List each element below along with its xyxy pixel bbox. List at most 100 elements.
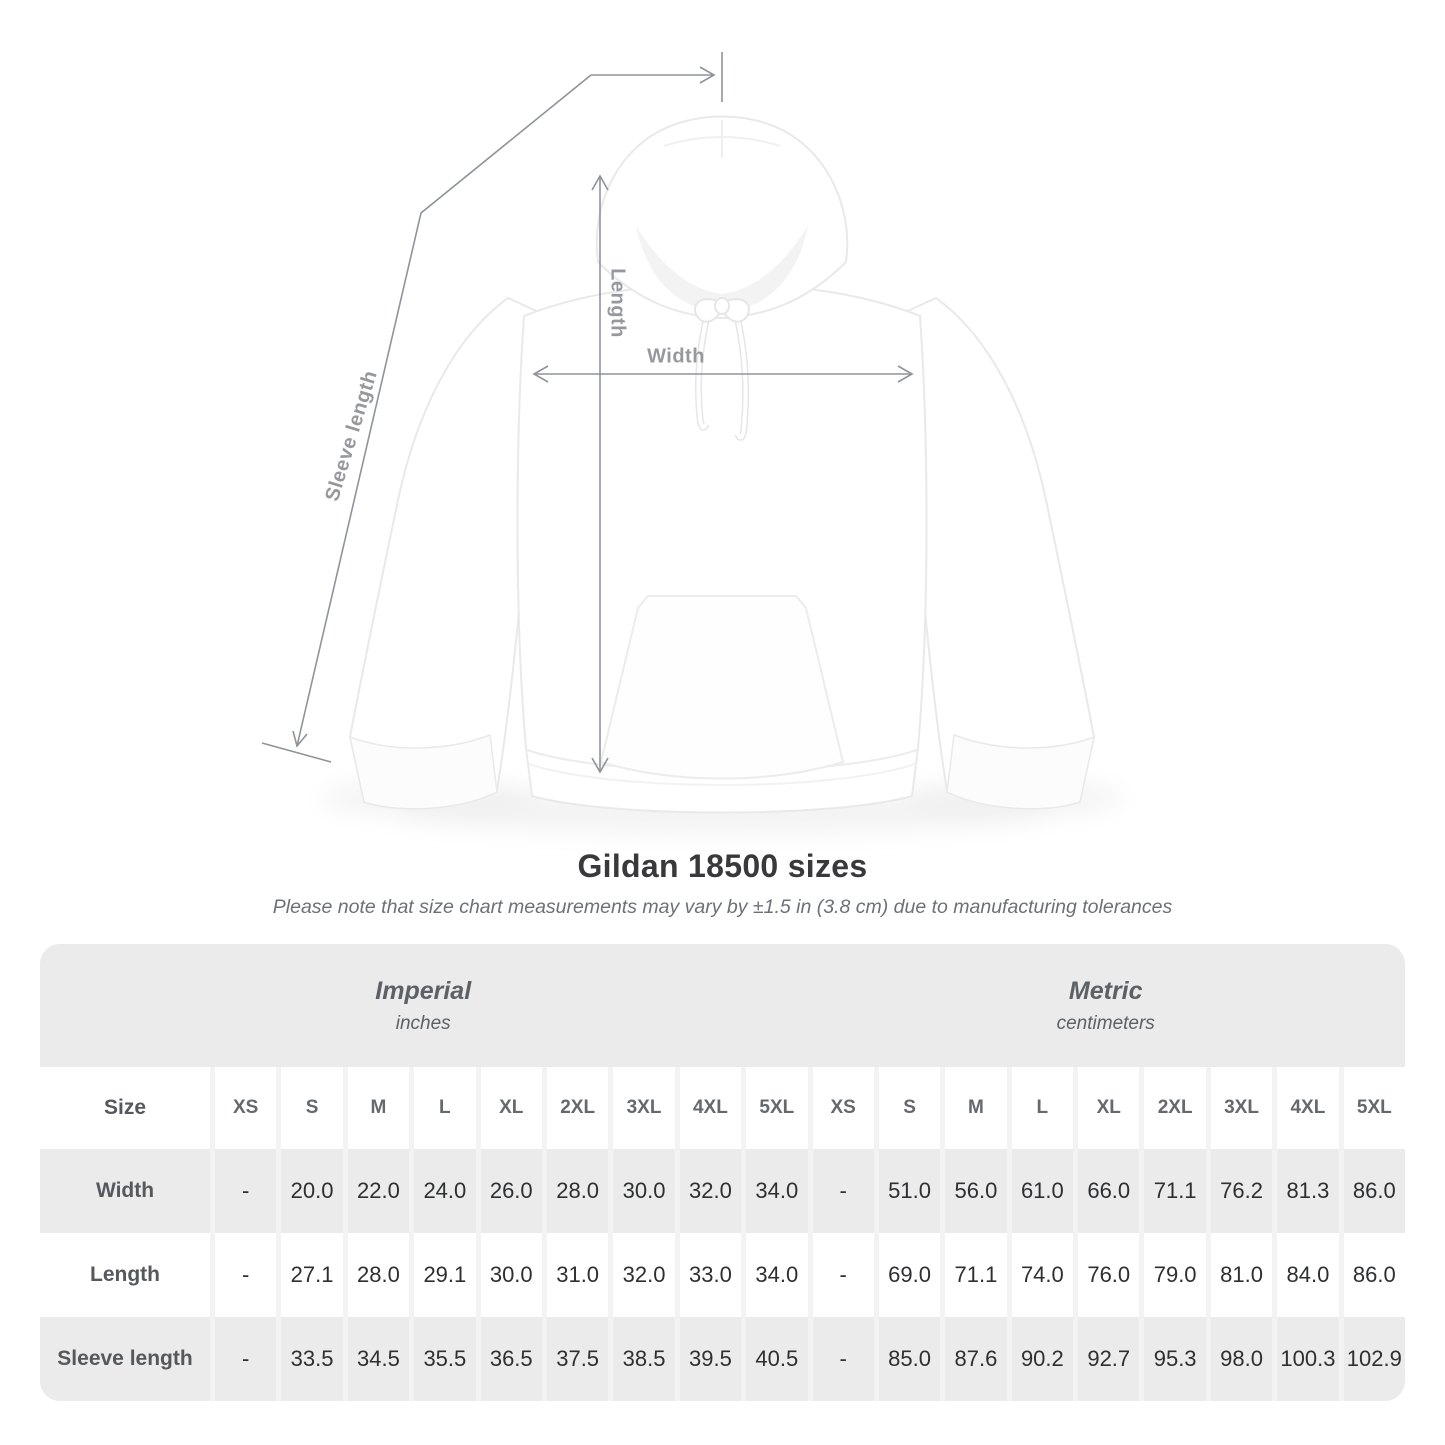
table-cell: 32.0 (679, 1149, 742, 1233)
table-cell: 40.5 (746, 1317, 808, 1401)
table-cell: 36.5 (480, 1317, 542, 1401)
sleeve-length-row: Sleeve length - 33.5 34.5 35.5 36.5 37.5… (40, 1317, 1405, 1401)
table-cell: - (215, 1149, 277, 1233)
size-header: XS (812, 1067, 874, 1149)
size-header: L (414, 1067, 476, 1149)
width-arrow-left (532, 365, 549, 383)
row-label: Sleeve length (40, 1317, 210, 1401)
sleeve-diagonal-line (296, 74, 592, 747)
table-cell: 34.0 (746, 1149, 808, 1233)
table-cell: 100.3 (1277, 1317, 1339, 1401)
metric-group-unit: centimeters (1056, 1012, 1155, 1034)
size-header: 3XL (1210, 1067, 1273, 1149)
length-arrow-top (591, 174, 609, 191)
size-header: XS (215, 1067, 277, 1149)
table-cell: 74.0 (1011, 1233, 1074, 1317)
table-cell: 84.0 (1277, 1233, 1339, 1317)
table-cell: 33.0 (679, 1233, 742, 1317)
size-header: 5XL (1343, 1067, 1405, 1149)
metric-group-name: Metric (1068, 976, 1143, 1005)
size-header: S (878, 1067, 941, 1149)
length-dimension-label: Length (606, 268, 629, 338)
table-cell: 32.0 (613, 1233, 675, 1317)
sleeve-arrow-right (699, 66, 716, 84)
sleeve-bottom-tick (261, 742, 332, 763)
size-header: M (347, 1067, 410, 1149)
page-title: Gildan 18500 sizes (577, 848, 868, 884)
size-header: 3XL (613, 1067, 675, 1149)
table-cell: 71.1 (1144, 1149, 1206, 1233)
table-cell: 66.0 (1078, 1149, 1140, 1233)
table-cell: 33.5 (281, 1317, 343, 1401)
table-cell: 30.0 (480, 1233, 542, 1317)
table-cell: 102.9 (1343, 1317, 1405, 1401)
unit-group-header-row: Imperial inches Metric centimeters (40, 944, 1405, 1067)
size-header: 5XL (746, 1067, 808, 1149)
table-cell: 20.0 (281, 1149, 343, 1233)
table-cell: 95.3 (1144, 1317, 1206, 1401)
table-cell: 87.6 (945, 1317, 1007, 1401)
table-cell: 71.1 (945, 1233, 1007, 1317)
imperial-group-header: Imperial inches (40, 944, 806, 1067)
table-cell: 29.1 (414, 1233, 476, 1317)
table-cell: - (215, 1317, 277, 1401)
table-cell: 22.0 (347, 1149, 410, 1233)
size-header: 2XL (546, 1067, 609, 1149)
size-header-row: Size XS S M L XL 2XL 3XL 4XL 5XL XS S M … (40, 1067, 1405, 1149)
width-dimension-label: Width (647, 345, 705, 368)
imperial-group-unit: inches (395, 1012, 451, 1034)
table-cell: 27.1 (281, 1233, 343, 1317)
table-cell: 79.0 (1144, 1233, 1206, 1317)
table-cell: 39.5 (679, 1317, 742, 1401)
length-row: Length - 27.1 28.0 29.1 30.0 31.0 32.0 3… (40, 1233, 1405, 1317)
hoodie-drawstrings (694, 297, 750, 441)
hoodie-measurement-diagram: Length Width Sleeve length (261, 52, 1124, 834)
table-cell: 86.0 (1343, 1233, 1405, 1317)
table-cell: - (812, 1233, 874, 1317)
size-header: XL (480, 1067, 542, 1149)
table-cell: 28.0 (347, 1233, 410, 1317)
metric-group-header: Metric centimeters (806, 944, 1405, 1067)
table-cell: 90.2 (1011, 1317, 1074, 1401)
table-cell: 30.0 (613, 1149, 675, 1233)
length-arrow-bottom (591, 757, 609, 774)
size-table: Imperial inches Metric centimeters Size … (40, 944, 1405, 1401)
table-cell: 56.0 (945, 1149, 1007, 1233)
row-label: Width (40, 1149, 210, 1233)
table-cell: 37.5 (546, 1317, 609, 1401)
size-column-header: Size (40, 1067, 210, 1149)
size-header: 4XL (1277, 1067, 1339, 1149)
dimension-lines (261, 52, 914, 774)
table-cell: 69.0 (878, 1233, 941, 1317)
table-cell: 81.3 (1277, 1149, 1339, 1233)
table-cell: 34.0 (746, 1233, 808, 1317)
table-cell: 38.5 (613, 1317, 675, 1401)
table-cell: - (812, 1317, 874, 1401)
table-cell: 85.0 (878, 1317, 941, 1401)
hoodie-pocket (599, 595, 845, 780)
table-cell: - (215, 1233, 277, 1317)
size-header: L (1011, 1067, 1074, 1149)
hoodie-hood (595, 115, 849, 320)
table-cell: 98.0 (1210, 1317, 1273, 1401)
imperial-group-name: Imperial (375, 976, 472, 1005)
table-cell: 92.7 (1078, 1317, 1140, 1401)
size-header: S (281, 1067, 343, 1149)
table-cell: 61.0 (1011, 1149, 1074, 1233)
hoodie-sleeves (348, 296, 1096, 810)
table-cell: 24.0 (414, 1149, 476, 1233)
table-cell: - (812, 1149, 874, 1233)
sleeve-arrow-bottom (292, 730, 308, 748)
table-cell: 51.0 (878, 1149, 941, 1233)
table-cell: 26.0 (480, 1149, 542, 1233)
table-cell: 86.0 (1343, 1149, 1405, 1233)
table-cell: 34.5 (347, 1317, 410, 1401)
hoodie-illustration (261, 52, 1124, 834)
table-cell: 76.0 (1078, 1233, 1140, 1317)
tolerance-note: Please note that size chart measurements… (272, 896, 1173, 918)
table-cell: 28.0 (546, 1149, 609, 1233)
size-header: M (945, 1067, 1007, 1149)
size-header: 4XL (679, 1067, 742, 1149)
table-cell: 35.5 (414, 1317, 476, 1401)
